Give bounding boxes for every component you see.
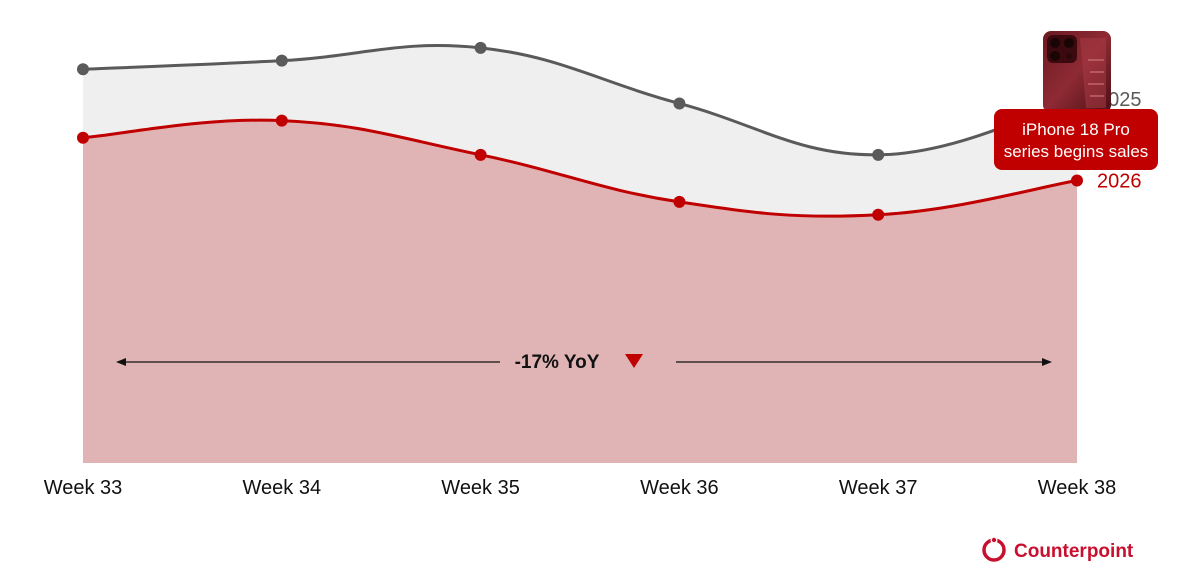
point-2026-week-36 — [673, 195, 686, 208]
x-tick-label: Week 34 — [243, 477, 322, 499]
callout-box — [994, 109, 1158, 170]
point-2026-week-33 — [77, 131, 89, 144]
point-2025-week-33 — [77, 63, 89, 76]
yoy-label: -17% YoY — [515, 352, 600, 373]
point-2025-week-36 — [673, 97, 686, 110]
x-tick-label: Week 38 — [1038, 477, 1117, 499]
phone-icon — [1043, 31, 1111, 113]
point-2026-week-38 — [1071, 174, 1083, 187]
callout: iPhone 18 Pro series begins sales — [994, 31, 1158, 170]
yoy-arrowhead-right-icon — [1042, 358, 1052, 366]
x-tick-label: Week 36 — [640, 477, 719, 499]
x-tick-label: Week 33 — [44, 477, 123, 499]
yoy-arrowhead-left-icon — [116, 358, 126, 366]
line-2025 — [82, 43, 1078, 157]
callout-line-2: series begins sales — [1004, 142, 1149, 161]
x-tick-label: Week 37 — [839, 477, 918, 499]
point-2025-week-35 — [474, 41, 487, 54]
point-2026-week-35 — [474, 148, 487, 161]
counterpoint-logo-icon — [982, 536, 1006, 562]
brand-logo: Counterpoint — [982, 536, 1134, 562]
brand-name: Counterpoint — [1014, 541, 1134, 562]
down-triangle-icon — [625, 354, 643, 368]
point-2026-week-37 — [872, 208, 885, 221]
point-2025-week-34 — [275, 54, 288, 67]
yoy-annotation: -17% YoY — [116, 352, 1052, 373]
line-2026 — [82, 118, 1078, 218]
x-tick-labels: Week 33 Week 34 Week 35 Week 36 Week 37 Week … — [44, 477, 1117, 499]
x-tick-label: Week 35 — [441, 477, 520, 499]
point-2026-week-34 — [275, 114, 288, 127]
callout-line-1: iPhone 18 Pro — [1022, 120, 1130, 139]
area-2026 — [83, 120, 1077, 464]
series-label-2026: 2026 — [1097, 171, 1142, 193]
point-2025-week-37 — [872, 148, 885, 161]
